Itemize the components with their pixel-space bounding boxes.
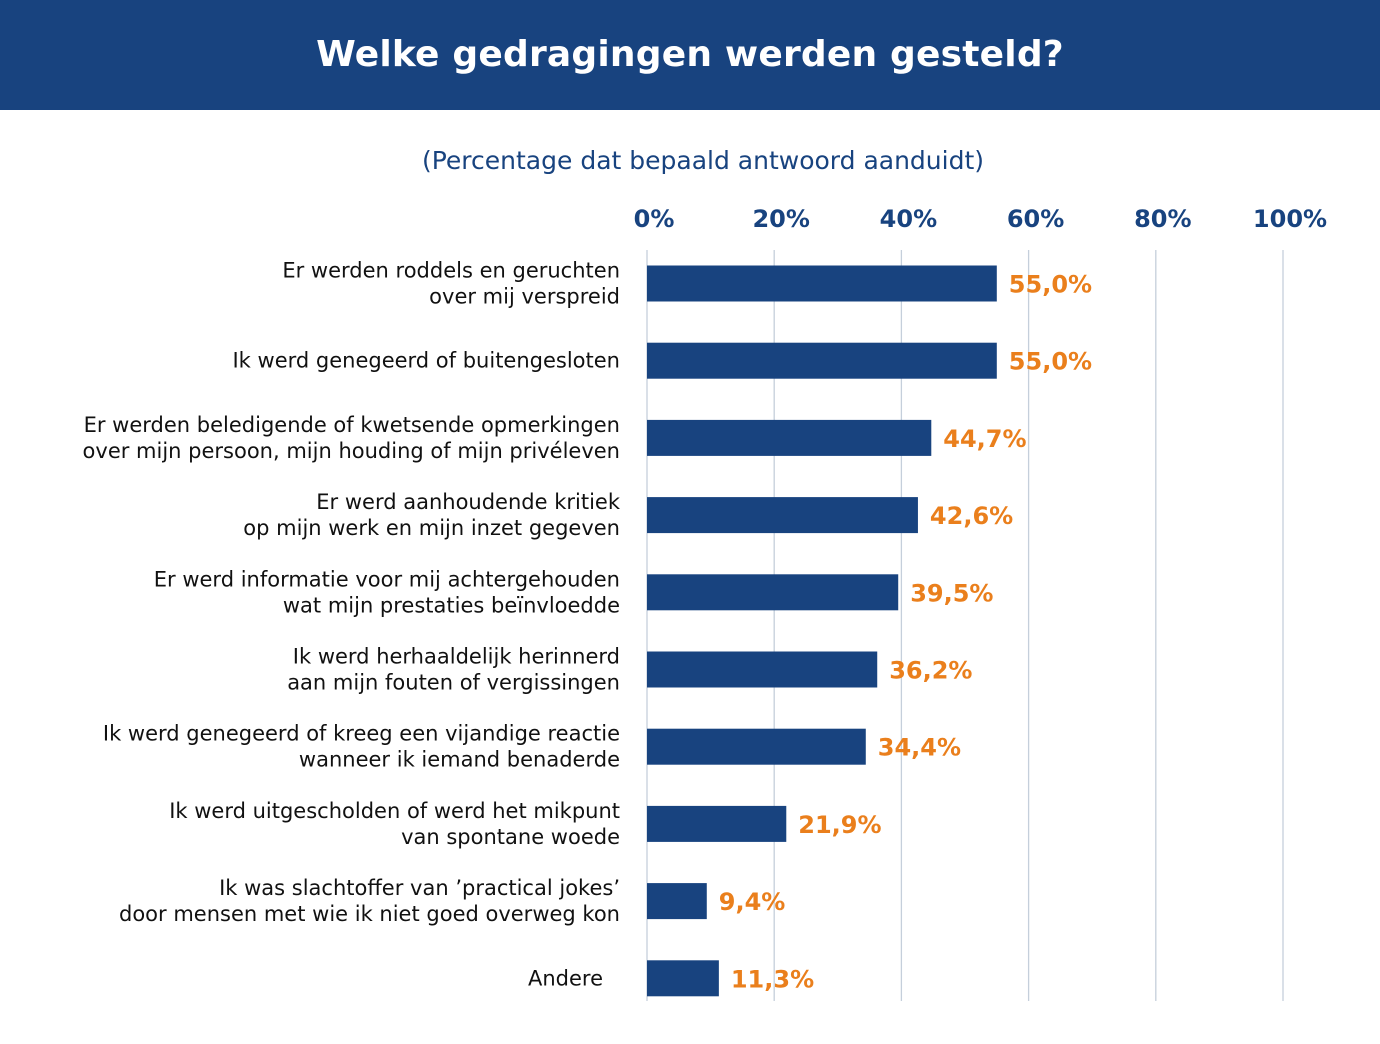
- chart-title: Welke gedragingen werden gesteld?: [316, 34, 1064, 75]
- x-tick-label: 20%: [752, 205, 809, 233]
- category-label: over mijn persoon, mijn houding of mijn …: [83, 439, 620, 463]
- value-label: 9,4%: [719, 888, 786, 916]
- bar: [647, 497, 918, 534]
- x-tick-label: 0%: [634, 205, 675, 233]
- bar: [647, 574, 899, 611]
- x-tick-label: 40%: [880, 205, 937, 233]
- bar: [647, 265, 997, 302]
- category-label: Er werden beledigende of kwetsende opmer…: [84, 413, 620, 437]
- value-label: 36,2%: [889, 657, 972, 685]
- category-label: Andere: [528, 966, 603, 990]
- x-tick-label: 80%: [1134, 205, 1191, 233]
- bar: [647, 342, 997, 379]
- bar: [647, 728, 866, 765]
- header-banner: [0, 0, 1380, 110]
- bar: [647, 960, 719, 997]
- category-label: van spontane woede: [401, 825, 620, 849]
- bar: [647, 651, 878, 688]
- value-label: 42,6%: [930, 502, 1013, 530]
- category-label: Ik was slachtoffer van ’practical jokes’: [219, 876, 620, 900]
- category-label: door mensen met wie ik niet goed overweg…: [119, 902, 620, 926]
- value-label: 39,5%: [910, 579, 993, 607]
- category-label: aan mijn fouten of vergissingen: [287, 671, 620, 695]
- value-label: 55,0%: [1009, 348, 1092, 376]
- value-label: 11,3%: [731, 965, 814, 993]
- category-label: Ik werd genegeerd of kreeg een vijandige…: [103, 722, 620, 746]
- x-tick-label: 100%: [1253, 205, 1327, 233]
- x-tick-label: 60%: [1007, 205, 1064, 233]
- bar: [647, 883, 707, 920]
- category-label: wanneer ik iemand benaderde: [299, 748, 620, 772]
- category-label: over mij verspreid: [429, 285, 620, 309]
- category-label: Ik werd uitgescholden of werd het mikpun…: [169, 799, 620, 823]
- bar: [647, 805, 787, 842]
- chart-subtitle: (Percentage dat bepaald antwoord aanduid…: [421, 146, 985, 175]
- value-label: 44,7%: [943, 425, 1026, 453]
- category-label: Ik werd genegeerd of buitengesloten: [232, 349, 620, 373]
- value-label: 34,4%: [878, 734, 961, 762]
- category-label: Er werd informatie voor mij achtergehoud…: [154, 567, 620, 591]
- value-label: 55,0%: [1009, 271, 1092, 299]
- category-label: Er werd aanhoudende kritiek: [316, 490, 621, 514]
- category-label: Er werden roddels en geruchten: [282, 259, 620, 283]
- category-label: Ik werd herhaaldelijk herinnerd: [293, 645, 620, 669]
- category-label: op mijn werk en mijn inzet gegeven: [243, 516, 620, 540]
- value-label: 21,9%: [798, 811, 881, 839]
- category-label: wat mijn prestaties beïnvloedde: [283, 593, 620, 617]
- bar: [647, 419, 932, 456]
